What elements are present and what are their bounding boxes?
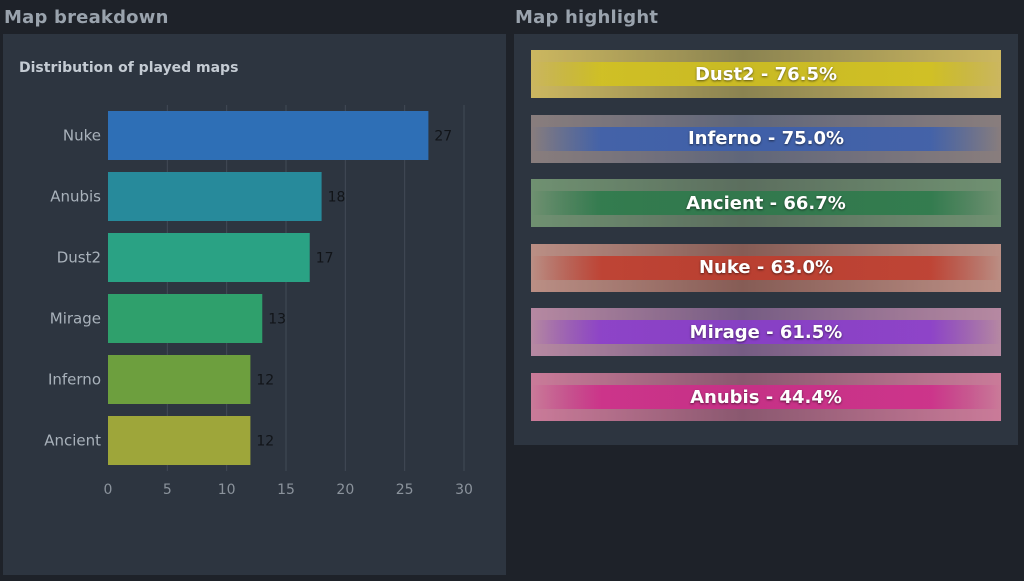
- category-label: Dust2: [57, 249, 101, 267]
- highlight-banner-dust2[interactable]: Dust2 - 76.5%: [531, 50, 1001, 98]
- bar-nuke[interactable]: [108, 111, 429, 160]
- banner-stripe: [531, 191, 1001, 216]
- banner-label: Inferno - 75.0%: [687, 128, 845, 150]
- banner-stripe: [531, 126, 1001, 151]
- bar-inferno[interactable]: [108, 355, 251, 404]
- value-label: 18: [328, 190, 346, 206]
- value-label: 12: [256, 434, 274, 450]
- highlight-banner-ancient[interactable]: Ancient - 66.7%: [531, 179, 1001, 228]
- banner-label: Mirage - 61.5%: [689, 321, 843, 343]
- banner-stripe: [531, 385, 1001, 409]
- value-label: 12: [256, 373, 274, 389]
- category-label: Inferno: [48, 371, 101, 389]
- highlight-banner-nuke[interactable]: Nuke - 63.0%: [531, 243, 1001, 292]
- x-tick-label: 5: [163, 482, 172, 498]
- category-label: Nuke: [63, 127, 101, 145]
- x-tick-label: 10: [218, 482, 236, 498]
- highlight-banner-mirage[interactable]: Mirage - 61.5%: [531, 308, 1001, 357]
- chart-title: Distribution of played maps: [19, 60, 238, 76]
- bar-anubis[interactable]: [108, 172, 322, 221]
- x-tick-label: 20: [336, 482, 354, 498]
- highlight-banner-inferno[interactable]: Inferno - 75.0%: [531, 114, 1001, 163]
- highlight-banner-anubis[interactable]: Anubis - 44.4%: [531, 373, 1001, 421]
- x-tick-label: 0: [104, 482, 113, 498]
- banner-label: Dust2 - 76.5%: [694, 63, 838, 85]
- banner-label: Anubis - 44.4%: [690, 386, 842, 408]
- value-label: 13: [268, 312, 286, 328]
- banner-stripe: [531, 62, 1001, 86]
- x-tick-label: 30: [455, 482, 473, 498]
- banner-stripe: [531, 320, 1001, 345]
- category-label: Mirage: [50, 310, 101, 328]
- banner-stripe: [531, 255, 1001, 280]
- category-label: Ancient: [44, 432, 101, 450]
- x-tick-label: 25: [396, 482, 414, 498]
- value-label: 17: [316, 251, 334, 267]
- map-breakdown-title: Map breakdown: [4, 7, 169, 28]
- bar-ancient[interactable]: [108, 416, 251, 465]
- played-maps-bar-chart: Distribution of played maps 0 5 10 15 20 25 30…: [19, 60, 473, 498]
- bar-dust2[interactable]: [108, 233, 310, 282]
- banner-label: Ancient - 66.7%: [686, 192, 846, 214]
- value-label: 27: [434, 129, 452, 145]
- bar-mirage[interactable]: [108, 294, 263, 343]
- x-tick-label: 15: [277, 482, 295, 498]
- category-label: Anubis: [50, 188, 101, 206]
- map-breakdown-panel: Distribution of played maps 0 5 10 15 20 25 30…: [3, 34, 506, 575]
- map-highlight-panel: Dust2 - 76.5% Inferno - 75.0% Ancient - 66…: [514, 34, 1018, 445]
- banner-label: Nuke - 63.0%: [698, 257, 834, 279]
- map-highlight-title: Map highlight: [515, 7, 659, 28]
